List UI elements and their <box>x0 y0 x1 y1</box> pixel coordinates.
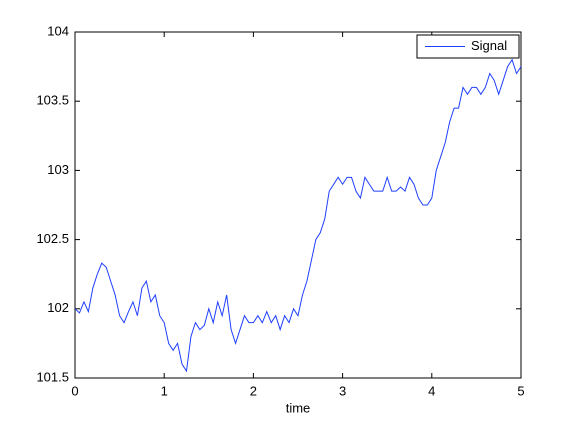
x-tick-label: 5 <box>517 383 524 398</box>
y-tick-label: 103 <box>47 162 69 177</box>
y-tick-label: 104 <box>47 23 69 38</box>
legend-label: Signal <box>471 38 507 53</box>
plot-area <box>74 31 522 379</box>
y-tick-label: 102 <box>47 300 69 315</box>
x-tick-label: 1 <box>161 383 168 398</box>
x-tick-label: 2 <box>250 383 257 398</box>
x-tick-label: 3 <box>339 383 346 398</box>
x-axis-label: time <box>286 400 311 415</box>
data-line <box>74 58 522 373</box>
x-tick-label: 0 <box>71 383 78 398</box>
x-tick-label: 4 <box>428 383 435 398</box>
y-tick-label: 101.5 <box>36 369 69 384</box>
legend-box <box>416 34 520 59</box>
y-tick-label: 103.5 <box>36 93 69 108</box>
y-tick-label: 102.5 <box>36 231 69 246</box>
